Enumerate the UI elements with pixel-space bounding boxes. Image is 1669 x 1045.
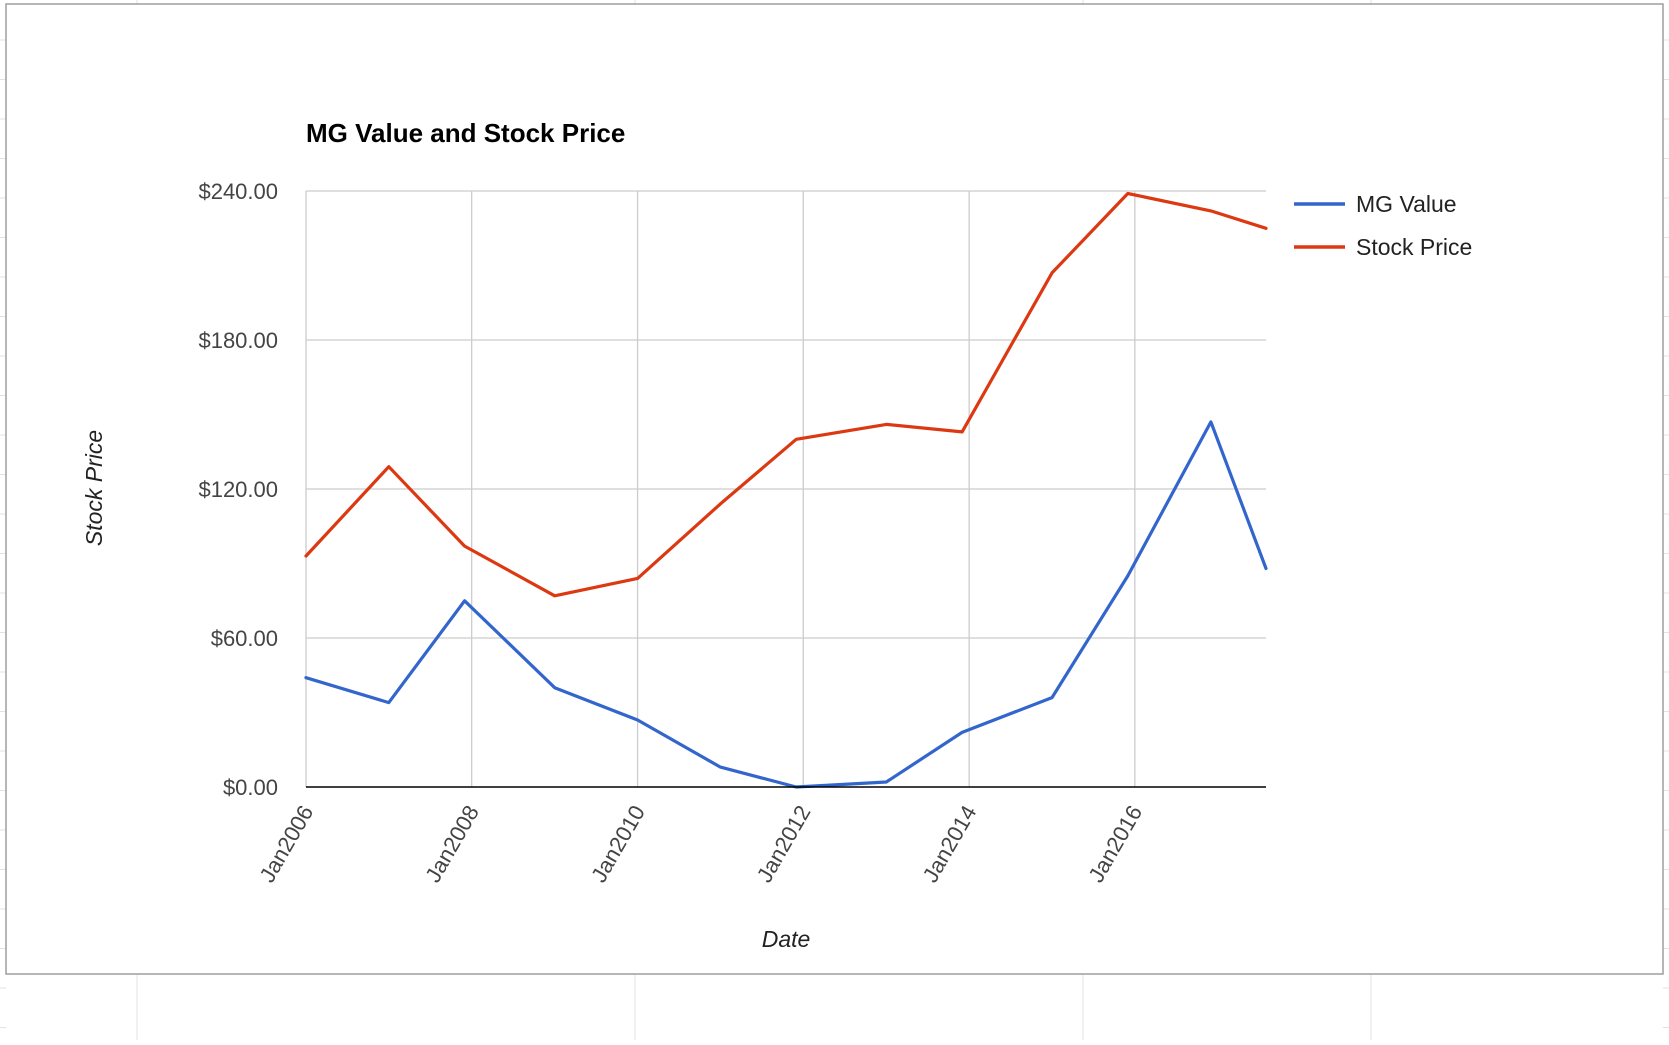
y-axis-title: Stock Price — [81, 430, 107, 546]
legend-item-mg-value[interactable]: MG Value — [1294, 191, 1457, 217]
x-axis-title: Date — [762, 926, 811, 952]
chart-gridlines — [305, 190, 1266, 787]
y-tick-label: $60.00 — [211, 626, 278, 651]
series-line-stock-price[interactable] — [304, 191, 1268, 598]
chart-title: MG Value and Stock Price — [306, 118, 625, 148]
y-tick-label: $0.00 — [223, 775, 278, 800]
y-tick-label: $120.00 — [198, 477, 278, 502]
chart-legend[interactable]: MG Value Stock Price — [1294, 191, 1472, 260]
legend-label: MG Value — [1356, 191, 1457, 217]
legend-label: Stock Price — [1356, 234, 1472, 260]
legend-item-stock-price[interactable]: Stock Price — [1294, 234, 1472, 260]
y-tick-label: $180.00 — [198, 328, 278, 353]
y-tick-label: $240.00 — [198, 179, 278, 204]
